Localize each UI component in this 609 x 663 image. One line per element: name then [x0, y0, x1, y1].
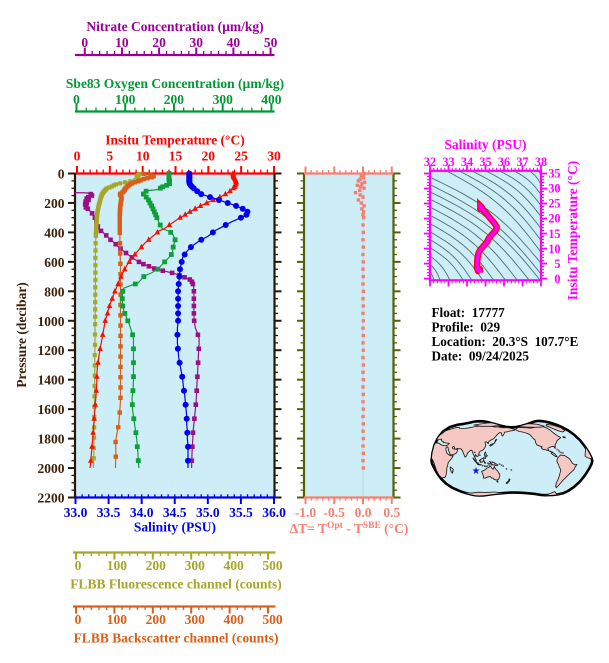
svg-text:34.0: 34.0: [130, 505, 154, 520]
svg-text:15: 15: [169, 149, 183, 164]
svg-text:500: 500: [262, 612, 283, 627]
svg-text:35: 35: [479, 155, 491, 169]
svg-text:100: 100: [107, 612, 128, 627]
svg-text:Salinity (PSU): Salinity (PSU): [134, 520, 216, 535]
svg-text:Location: 20.3°S 107.7°E: Location: 20.3°S 107.7°E: [432, 334, 579, 349]
svg-text:0.0: 0.0: [355, 505, 372, 520]
svg-text:34: 34: [461, 155, 473, 169]
svg-text:100: 100: [115, 92, 136, 107]
svg-text:Insitu Temperature (°C): Insitu Temperature (°C): [565, 161, 580, 300]
svg-text:-0.5: -0.5: [324, 505, 346, 520]
svg-text:Insitu Temperature (°C): Insitu Temperature (°C): [105, 133, 244, 148]
svg-text:5: 5: [554, 257, 560, 271]
svg-text:30: 30: [548, 182, 560, 196]
svg-text:-1.0: -1.0: [295, 505, 317, 520]
svg-text:100: 100: [107, 558, 128, 573]
svg-text:33.0: 33.0: [64, 505, 88, 520]
svg-text:10: 10: [548, 242, 560, 256]
svg-text:ΔT= TOpt - TSBE (°C): ΔT= TOpt - TSBE (°C): [290, 521, 409, 536]
svg-text:1000: 1000: [38, 314, 65, 329]
svg-text:1600: 1600: [38, 402, 65, 417]
svg-text:5: 5: [106, 149, 113, 164]
svg-text:50: 50: [264, 35, 278, 50]
svg-text:20: 20: [548, 212, 560, 226]
svg-text:Float: 17777: Float: 17777: [432, 305, 506, 320]
svg-text:200: 200: [44, 196, 65, 211]
svg-text:0: 0: [75, 612, 82, 627]
svg-text:25: 25: [234, 149, 248, 164]
svg-text:0: 0: [73, 92, 80, 107]
svg-text:800: 800: [44, 284, 65, 299]
svg-text:1400: 1400: [38, 373, 65, 388]
svg-text:Salinity (PSU): Salinity (PSU): [444, 137, 526, 152]
svg-text:Pressure (decibar): Pressure (decibar): [14, 282, 29, 388]
svg-text:500: 500: [262, 558, 283, 573]
svg-text:Profile: 029: Profile: 029: [432, 320, 501, 335]
svg-text:20: 20: [152, 35, 166, 50]
svg-text:FLBB Fluorescence channel (cou: FLBB Fluorescence channel (counts): [70, 577, 282, 592]
svg-text:Sbe83 Oxygen Concentration (µm: Sbe83 Oxygen Concentration (µm/kg): [66, 76, 284, 91]
svg-text:20: 20: [202, 149, 216, 164]
svg-text:15: 15: [548, 227, 560, 241]
svg-text:200: 200: [146, 558, 167, 573]
svg-text:37: 37: [516, 155, 528, 169]
svg-text:200: 200: [146, 612, 167, 627]
svg-text:0: 0: [75, 558, 82, 573]
svg-text:400: 400: [223, 558, 244, 573]
svg-text:38: 38: [535, 155, 547, 169]
svg-text:Date: 09/24/2025: Date: 09/24/2025: [432, 349, 530, 364]
svg-text:0: 0: [554, 272, 560, 286]
svg-text:25: 25: [548, 197, 560, 211]
svg-text:0: 0: [58, 167, 65, 182]
svg-text:35.5: 35.5: [229, 505, 253, 520]
svg-text:FLBB Backscatter channel (coun: FLBB Backscatter channel (counts): [74, 631, 279, 646]
svg-text:400: 400: [261, 92, 282, 107]
svg-text:32: 32: [424, 155, 436, 169]
svg-text:33: 33: [442, 155, 454, 169]
svg-text:30: 30: [189, 35, 203, 50]
svg-text:0.5: 0.5: [383, 505, 400, 520]
svg-text:10: 10: [136, 149, 150, 164]
svg-text:Nitrate Concentration (µm/kg): Nitrate Concentration (µm/kg): [86, 19, 263, 34]
svg-text:10: 10: [115, 35, 129, 50]
svg-text:400: 400: [44, 225, 65, 240]
svg-text:1800: 1800: [38, 432, 65, 447]
svg-text:2200: 2200: [38, 491, 65, 506]
svg-text:300: 300: [213, 92, 234, 107]
svg-text:300: 300: [185, 558, 206, 573]
svg-text:200: 200: [164, 92, 185, 107]
svg-text:0: 0: [81, 35, 88, 50]
svg-text:36: 36: [498, 155, 510, 169]
svg-text:2000: 2000: [38, 461, 65, 476]
svg-text:33.5: 33.5: [97, 505, 121, 520]
svg-text:35.0: 35.0: [196, 505, 220, 520]
svg-text:34.5: 34.5: [163, 505, 187, 520]
svg-text:1200: 1200: [38, 343, 65, 358]
svg-text:35: 35: [548, 167, 560, 181]
svg-text:0: 0: [74, 149, 81, 164]
svg-text:36.0: 36.0: [262, 505, 286, 520]
svg-text:30: 30: [267, 149, 281, 164]
svg-text:400: 400: [223, 612, 244, 627]
svg-text:600: 600: [44, 255, 65, 270]
svg-text:300: 300: [185, 612, 206, 627]
svg-text:40: 40: [227, 35, 241, 50]
